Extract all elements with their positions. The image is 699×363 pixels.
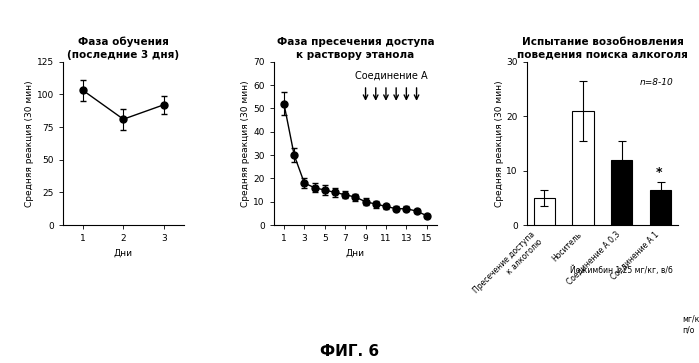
Text: *: *: [656, 166, 662, 179]
Text: Соединение А: Соединение А: [355, 70, 427, 80]
Title: Фаза пресечения доступа
к раствору этанола: Фаза пресечения доступа к раствору этано…: [277, 37, 434, 60]
Text: Йожимбин 1,25 мг/кг, в/б: Йожимбин 1,25 мг/кг, в/б: [570, 266, 673, 276]
X-axis label: Дни: Дни: [346, 249, 365, 258]
Text: n=8-10: n=8-10: [640, 78, 674, 87]
Y-axis label: Средняя реакция (30 мин): Средняя реакция (30 мин): [495, 80, 503, 207]
Bar: [611, 160, 633, 225]
Text: ФИГ. 6: ФИГ. 6: [320, 344, 379, 359]
Bar: [650, 189, 671, 225]
Title: Испытание возобновления
поведения поиска алкоголя: Испытание возобновления поведения поиска…: [517, 37, 688, 60]
Title: Фаза обучения
(последние 3 дня): Фаза обучения (последние 3 дня): [67, 37, 180, 60]
Bar: [572, 111, 593, 225]
Y-axis label: Средняя реакция (30 мин): Средняя реакция (30 мин): [25, 80, 34, 207]
Text: мг/кг,
п/о: мг/кг, п/о: [682, 315, 699, 334]
Bar: [534, 198, 555, 225]
Y-axis label: Средняя реакция (30 мин): Средняя реакция (30 мин): [241, 80, 250, 207]
X-axis label: Дни: Дни: [114, 249, 133, 258]
